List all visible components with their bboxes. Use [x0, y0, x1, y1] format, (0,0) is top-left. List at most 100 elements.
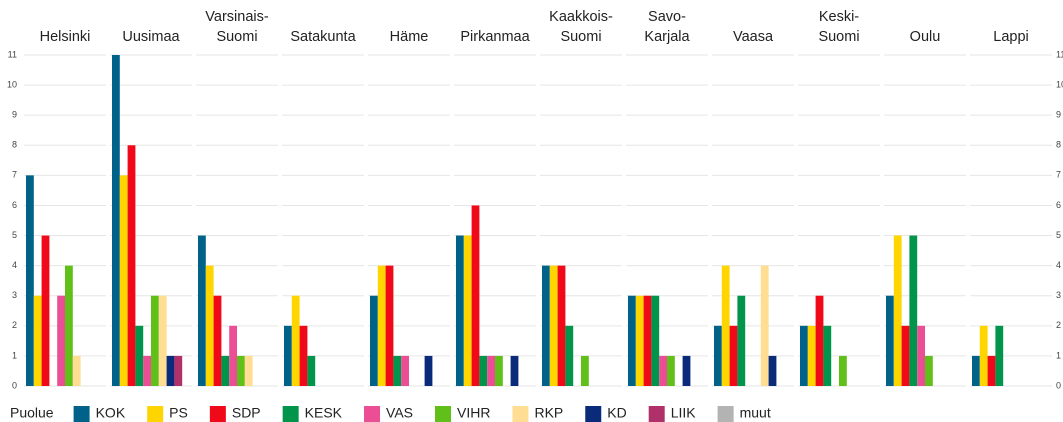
bar — [557, 265, 566, 386]
panel-title: Vaasa — [733, 29, 774, 45]
bar — [33, 295, 42, 386]
bar — [174, 355, 183, 386]
bar — [143, 355, 151, 386]
y-tick-label-right: 9 — [1056, 110, 1061, 120]
legend-swatch — [512, 406, 529, 422]
bar — [917, 325, 925, 386]
bar — [651, 295, 660, 386]
bar — [667, 355, 675, 386]
y-tick-label-right: 0 — [1056, 380, 1061, 390]
bar — [456, 235, 464, 386]
bar — [151, 295, 159, 386]
bar — [166, 355, 175, 386]
legend-swatch — [282, 406, 299, 422]
bar — [823, 325, 832, 386]
y-tick-label-right: 3 — [1056, 290, 1061, 300]
bar — [479, 355, 488, 386]
bar — [682, 355, 691, 386]
y-tick-label-right: 11 — [1056, 49, 1063, 59]
y-tick-label: 11 — [8, 49, 17, 59]
bar — [158, 295, 167, 386]
bar — [635, 295, 644, 386]
panel-title: Lappi — [993, 29, 1028, 45]
y-tick-label-right: 1 — [1056, 350, 1061, 360]
bar — [549, 265, 558, 386]
bar — [901, 325, 910, 386]
bar — [205, 265, 214, 386]
legend-swatch — [585, 406, 602, 422]
bar — [714, 325, 722, 386]
bar — [299, 325, 308, 386]
y-tick-label-right: 7 — [1056, 170, 1061, 180]
y-tick-label: 5 — [12, 230, 17, 240]
y-tick-label: 2 — [12, 320, 17, 330]
bar — [972, 355, 980, 386]
y-tick-label: 8 — [12, 140, 17, 150]
legend-label: LIIK — [671, 405, 697, 421]
bar — [768, 355, 777, 386]
legend-swatch — [364, 406, 381, 422]
bar — [815, 295, 824, 386]
bar — [463, 235, 472, 386]
y-tick-label: 4 — [12, 260, 17, 270]
y-tick-label-right: 2 — [1056, 320, 1061, 330]
legend-label: PS — [169, 405, 188, 421]
panel-title: Satakunta — [290, 29, 356, 45]
bar — [542, 265, 550, 386]
y-tick-label: 7 — [12, 170, 17, 180]
bar — [119, 175, 128, 386]
bar — [377, 265, 386, 386]
bar — [886, 295, 894, 386]
bar — [307, 355, 316, 386]
bar — [643, 295, 652, 386]
legend-swatch — [435, 406, 451, 422]
legend-label: VAS — [386, 405, 413, 421]
y-tick-label: 1 — [12, 350, 17, 360]
bar — [401, 355, 409, 386]
bar — [198, 235, 206, 386]
panel-title: Oulu — [910, 29, 941, 45]
y-tick-label-right: 4 — [1056, 260, 1061, 270]
legend-label: RKP — [534, 405, 563, 421]
legend-swatch — [648, 406, 665, 422]
bar — [979, 325, 988, 386]
bar — [893, 235, 902, 386]
bar — [284, 325, 292, 386]
legend-swatch — [147, 406, 164, 422]
bar — [291, 295, 300, 386]
y-tick-label: 0 — [12, 380, 17, 390]
bar — [565, 325, 574, 386]
legend-swatch — [209, 406, 226, 422]
bar — [987, 355, 996, 386]
bar — [628, 295, 636, 386]
bar — [995, 325, 1004, 386]
bar — [909, 235, 918, 386]
panel-title: Uusimaa — [122, 29, 180, 45]
bar — [57, 295, 65, 386]
y-tick-label-right: 8 — [1056, 140, 1061, 150]
y-tick-label: 6 — [12, 200, 17, 210]
bar — [721, 265, 730, 386]
legend-swatch — [73, 406, 90, 422]
y-tick-label-right: 5 — [1056, 230, 1061, 240]
legend-label: KOK — [96, 405, 126, 421]
bar — [737, 295, 746, 386]
bar — [127, 145, 136, 386]
y-tick-label: 9 — [12, 110, 17, 120]
bar — [760, 265, 769, 386]
bar — [65, 265, 73, 386]
bar — [839, 355, 847, 386]
legend-label: VIHR — [457, 405, 490, 421]
panel-title: Keski-Suomi — [818, 9, 859, 45]
legend-label: muut — [740, 405, 771, 421]
legend-label: KD — [607, 405, 626, 421]
bar — [370, 295, 378, 386]
panel-title: Helsinki — [40, 29, 91, 45]
bar — [471, 205, 480, 386]
bar — [487, 355, 495, 386]
panel-title: Häme — [390, 29, 429, 45]
legend-label: SDP — [232, 405, 261, 421]
y-tick-label: 10 — [7, 79, 17, 89]
bar — [72, 355, 81, 386]
